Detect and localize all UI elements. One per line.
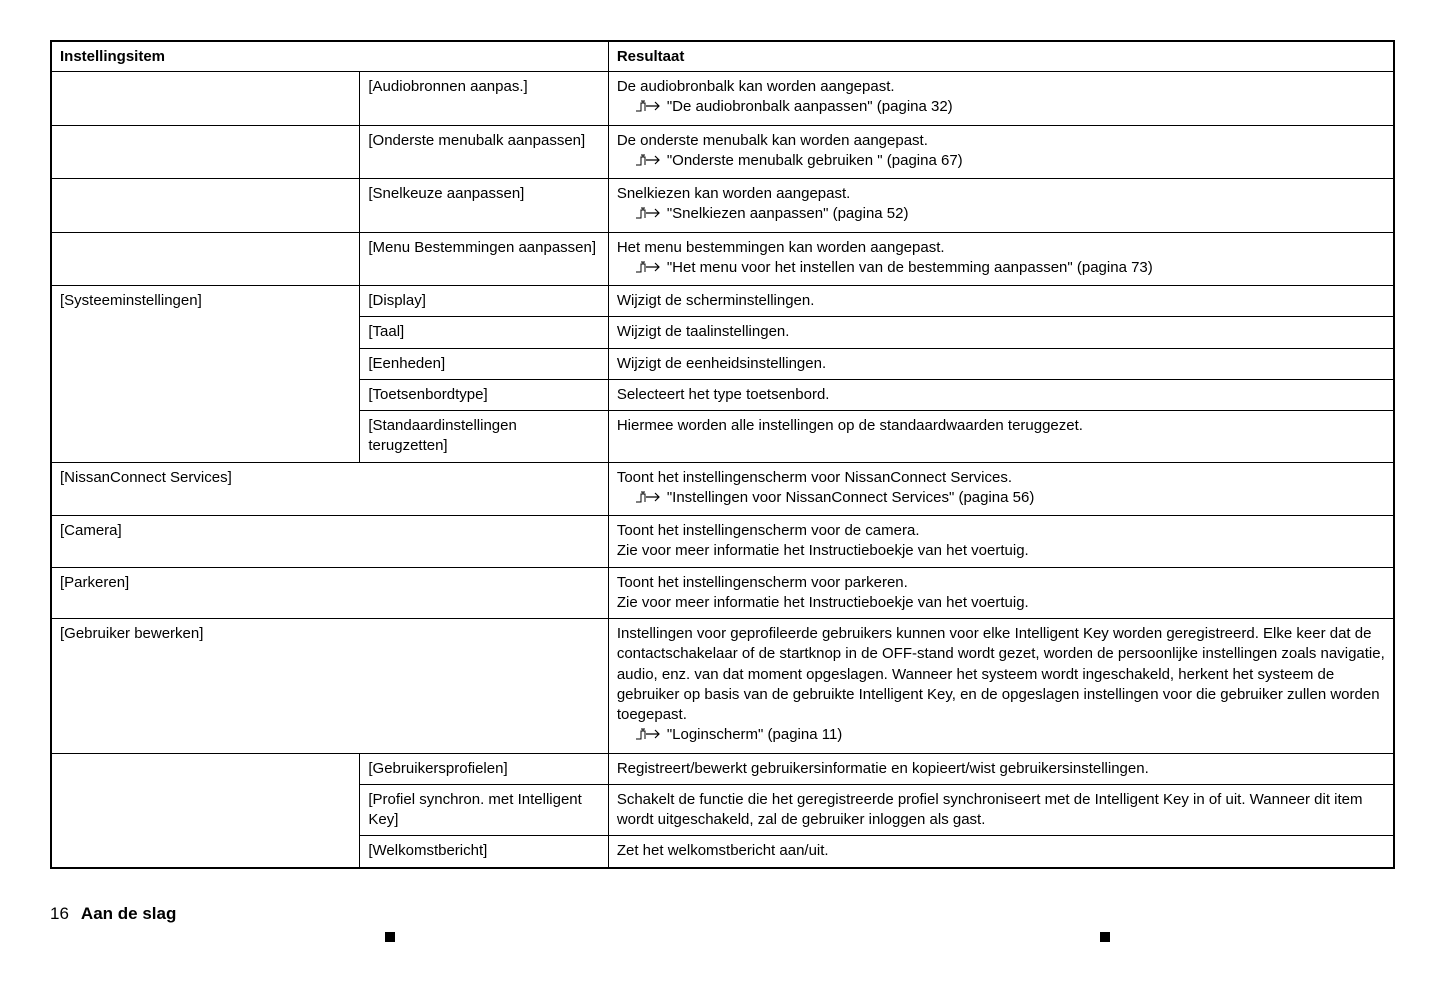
cross-reference: "Snelkiezen aanpassen" (pagina 52) xyxy=(617,204,1385,226)
setting-category: [Systeeminstellingen] xyxy=(51,286,360,463)
result-text: Registreert/bewerkt gebruikersinformatie… xyxy=(617,759,1385,779)
setting-result: Instellingen voor geprofileerde gebruike… xyxy=(608,619,1394,754)
setting-item: [Audiobronnen aanpas.] xyxy=(360,72,608,126)
setting-item: [Standaardinstellingen terugzetten] xyxy=(360,411,608,463)
setting-category xyxy=(51,72,360,126)
setting-category xyxy=(51,125,360,179)
result-text: Toont het instellingenscherm voor parker… xyxy=(617,573,1385,593)
result-text: Toont het instellingenscherm voor de cam… xyxy=(617,521,1385,541)
setting-item: [Profiel synchron. met Intelligent Key] xyxy=(360,784,608,836)
table-row: [Menu Bestemmingen aanpassen] Het menu be… xyxy=(51,232,1394,286)
setting-result: Toont het instellingenscherm voor parker… xyxy=(608,567,1394,619)
reference-text: "Instellingen voor NissanConnect Service… xyxy=(667,488,1035,508)
result-text: Wijzigt de scherminstellingen. xyxy=(617,291,1385,311)
reference-icon xyxy=(635,99,663,119)
result-text: Wijzigt de taalinstellingen. xyxy=(617,322,1385,342)
table-row: [NissanConnect Services] Toont het instel… xyxy=(51,462,1394,516)
setting-item: [Gebruikersprofielen] xyxy=(360,753,608,784)
setting-category: [Camera] xyxy=(51,516,608,568)
setting-result: Het menu bestemmingen kan worden aangepa… xyxy=(608,232,1394,286)
settings-table: Instellingsitem Resultaat [Audiobronnen … xyxy=(50,40,1395,869)
cross-reference: "Instellingen voor NissanConnect Service… xyxy=(617,488,1385,510)
result-text: Selecteert het type toetsenbord. xyxy=(617,385,1385,405)
result-text: Toont het instellingenscherm voor Nissan… xyxy=(617,468,1385,488)
setting-result: Toont het instellingenscherm voor Nissan… xyxy=(608,462,1394,516)
reference-icon xyxy=(635,260,663,280)
setting-result: Wijzigt de taalinstellingen. xyxy=(608,317,1394,348)
table-header-row: Instellingsitem Resultaat xyxy=(51,41,1394,72)
setting-item: [Eenheden] xyxy=(360,348,608,379)
setting-category: [NissanConnect Services] xyxy=(51,462,608,516)
reference-icon xyxy=(635,727,663,747)
cross-reference: "De audiobronbalk aanpassen" (pagina 32) xyxy=(617,97,1385,119)
table-row: [Gebruiker bewerken]Instellingen voor ge… xyxy=(51,619,1394,754)
setting-category xyxy=(51,753,360,868)
cross-reference: "Loginscherm" (pagina 11) xyxy=(617,725,1385,747)
result-text: Instellingen voor geprofileerde gebruike… xyxy=(617,624,1385,725)
setting-result: Hiermee worden alle instellingen op de s… xyxy=(608,411,1394,463)
reference-text: "Snelkiezen aanpassen" (pagina 52) xyxy=(667,204,909,224)
setting-result: Snelkiezen kan worden aangepast."Snelkie… xyxy=(608,179,1394,233)
setting-result: Selecteert het type toetsenbord. xyxy=(608,379,1394,410)
setting-result: Wijzigt de scherminstellingen. xyxy=(608,286,1394,317)
setting-item: [Taal] xyxy=(360,317,608,348)
setting-category xyxy=(51,232,360,286)
reference-text: "Het menu voor het instellen van de best… xyxy=(667,258,1153,278)
result-text: Zie voor meer informatie het Instructieb… xyxy=(617,593,1385,613)
reference-text: "De audiobronbalk aanpassen" (pagina 32) xyxy=(667,97,953,117)
setting-item: [Menu Bestemmingen aanpassen] xyxy=(360,232,608,286)
table-row: [Systeeminstellingen][Display]Wijzigt de… xyxy=(51,286,1394,317)
result-text: De onderste menubalk kan worden aangepas… xyxy=(617,131,1385,151)
setting-result: Schakelt de functie die het geregistreer… xyxy=(608,784,1394,836)
cross-reference: "Onderste menubalk gebruiken " (pagina 6… xyxy=(617,151,1385,173)
table-row: [Gebruikersprofielen] Registreert/bewerkt… xyxy=(51,753,1394,784)
crop-mark-left xyxy=(385,932,395,942)
result-text: Het menu bestemmingen kan worden aangepa… xyxy=(617,238,1385,258)
setting-item: [Snelkeuze aanpassen] xyxy=(360,179,608,233)
setting-result: De onderste menubalk kan worden aangepas… xyxy=(608,125,1394,179)
reference-icon xyxy=(635,490,663,510)
setting-item: [Welkomstbericht] xyxy=(360,836,608,868)
section-title: Aan de slag xyxy=(81,904,176,924)
setting-category: [Gebruiker bewerken] xyxy=(51,619,608,754)
table-row: [Camera] Toont het instellingenscherm voo… xyxy=(51,516,1394,568)
table-row: [Snelkeuze aanpassen]Snelkiezen kan word… xyxy=(51,179,1394,233)
crop-mark-right xyxy=(1100,932,1110,942)
table-row: [Onderste menubalk aanpassen] De onderste… xyxy=(51,125,1394,179)
result-text: Zie voor meer informatie het Instructieb… xyxy=(617,541,1385,561)
header-instellingsitem: Instellingsitem xyxy=(51,41,608,72)
setting-item: [Toetsenbordtype] xyxy=(360,379,608,410)
header-resultaat: Resultaat xyxy=(608,41,1394,72)
setting-category: [Parkeren] xyxy=(51,567,608,619)
setting-result: De audiobronbalk kan worden aangepast."D… xyxy=(608,72,1394,126)
reference-icon xyxy=(635,206,663,226)
result-text: Snelkiezen kan worden aangepast. xyxy=(617,184,1385,204)
setting-category xyxy=(51,179,360,233)
result-text: Hiermee worden alle instellingen op de s… xyxy=(617,416,1385,436)
reference-icon xyxy=(635,153,663,173)
result-text: De audiobronbalk kan worden aangepast. xyxy=(617,77,1385,97)
result-text: Wijzigt de eenheidsinstellingen. xyxy=(617,354,1385,374)
reference-text: "Onderste menubalk gebruiken " (pagina 6… xyxy=(667,151,963,171)
result-text: Zet het welkomstbericht aan/uit. xyxy=(617,841,1385,861)
table-row: [Audiobronnen aanpas.]De audiobronbalk k… xyxy=(51,72,1394,126)
setting-result: Registreert/bewerkt gebruikersinformatie… xyxy=(608,753,1394,784)
setting-item: [Onderste menubalk aanpassen] xyxy=(360,125,608,179)
reference-text: "Loginscherm" (pagina 11) xyxy=(667,725,842,745)
setting-result: Toont het instellingenscherm voor de cam… xyxy=(608,516,1394,568)
table-row: [Parkeren] Toont het instellingenscherm v… xyxy=(51,567,1394,619)
setting-result: Wijzigt de eenheidsinstellingen. xyxy=(608,348,1394,379)
crop-marks xyxy=(50,932,1395,944)
page-number: 16 xyxy=(50,904,69,924)
cross-reference: "Het menu voor het instellen van de best… xyxy=(617,258,1385,280)
result-text: Schakelt de functie die het geregistreer… xyxy=(617,790,1385,831)
page-footer: 16 Aan de slag xyxy=(50,904,1395,924)
setting-result: Zet het welkomstbericht aan/uit. xyxy=(608,836,1394,868)
setting-item: [Display] xyxy=(360,286,608,317)
